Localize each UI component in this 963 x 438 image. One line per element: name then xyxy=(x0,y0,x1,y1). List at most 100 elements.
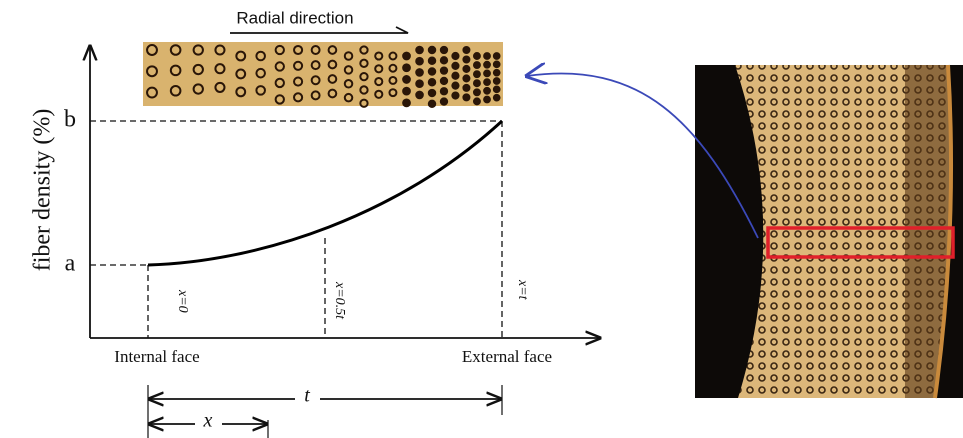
cell xyxy=(388,75,398,85)
cell xyxy=(343,65,354,75)
cell xyxy=(427,78,437,87)
cell xyxy=(192,63,204,76)
cell xyxy=(439,66,449,75)
cell xyxy=(293,92,304,103)
cell xyxy=(439,56,449,65)
cell xyxy=(388,63,398,73)
cell xyxy=(472,61,481,70)
cell xyxy=(483,52,491,60)
cell xyxy=(327,74,338,84)
y-axis-label: fiber density (%) xyxy=(30,109,56,272)
cell xyxy=(359,85,369,95)
cell xyxy=(483,78,491,86)
cell xyxy=(483,95,491,104)
title: Radial direction xyxy=(236,8,353,27)
cell xyxy=(439,45,449,55)
cell xyxy=(415,90,424,100)
cell xyxy=(483,86,491,95)
cell xyxy=(427,88,437,98)
position-label: x=t xyxy=(515,279,530,301)
cell xyxy=(402,86,411,96)
cell xyxy=(402,98,411,108)
cell xyxy=(274,61,285,72)
cell xyxy=(427,99,437,109)
cell xyxy=(492,85,501,94)
cell xyxy=(374,51,384,61)
cell xyxy=(402,63,411,73)
cell xyxy=(439,76,449,86)
cell xyxy=(310,75,321,86)
cell xyxy=(343,79,354,89)
cell xyxy=(310,45,321,55)
cell xyxy=(327,59,338,70)
dimension-ticks xyxy=(147,385,503,438)
cell xyxy=(374,89,384,99)
cell xyxy=(415,45,424,55)
cell xyxy=(492,93,501,102)
cell xyxy=(483,69,491,78)
cell xyxy=(388,51,398,61)
title-arrow xyxy=(230,26,409,34)
cell xyxy=(310,90,321,101)
cell xyxy=(415,56,424,66)
cell xyxy=(451,51,460,61)
cell xyxy=(359,45,369,55)
cell xyxy=(293,76,304,87)
cell xyxy=(462,83,471,92)
strip-photo xyxy=(143,42,503,109)
cell xyxy=(169,64,182,77)
cell xyxy=(439,87,449,96)
dimension-label: t xyxy=(304,385,310,407)
link-arrow xyxy=(527,73,759,239)
cell xyxy=(462,55,471,64)
cell xyxy=(374,76,384,87)
cell xyxy=(402,51,411,61)
cross-section-photo xyxy=(695,64,963,399)
cell xyxy=(293,60,304,71)
cell xyxy=(374,64,384,74)
cell xyxy=(146,86,158,99)
cell xyxy=(343,51,354,61)
cell xyxy=(255,67,266,79)
face-label: Internal face xyxy=(114,347,199,366)
cell xyxy=(146,44,158,56)
position-label: x=0.5t xyxy=(332,281,347,320)
cell xyxy=(472,52,481,60)
cell xyxy=(472,97,481,106)
cell xyxy=(462,45,471,55)
cell xyxy=(451,71,460,80)
level-label: a xyxy=(65,251,76,277)
cell xyxy=(462,74,471,83)
cell xyxy=(472,79,481,88)
cell xyxy=(472,70,481,79)
cell xyxy=(327,88,338,99)
cell xyxy=(310,60,321,71)
cell xyxy=(235,68,247,80)
cell xyxy=(293,44,304,56)
cell xyxy=(327,45,338,55)
cell xyxy=(451,61,460,70)
cell xyxy=(427,67,437,76)
cell xyxy=(359,71,369,82)
cell xyxy=(274,94,285,105)
cell xyxy=(235,50,247,62)
cell xyxy=(169,44,182,56)
cell xyxy=(492,60,501,69)
cell xyxy=(388,88,398,98)
density-curve xyxy=(147,119,504,267)
dimension-label: x xyxy=(203,410,213,432)
cell xyxy=(146,65,158,78)
cell xyxy=(415,79,424,88)
guide-lines xyxy=(90,120,503,338)
cell xyxy=(415,68,424,77)
cell xyxy=(255,85,266,96)
cell xyxy=(169,84,182,97)
cell xyxy=(255,50,266,62)
cell xyxy=(214,81,226,93)
cell xyxy=(427,56,437,65)
cell xyxy=(274,44,285,56)
cell xyxy=(214,44,226,56)
cell xyxy=(274,77,285,89)
cell xyxy=(462,64,471,73)
